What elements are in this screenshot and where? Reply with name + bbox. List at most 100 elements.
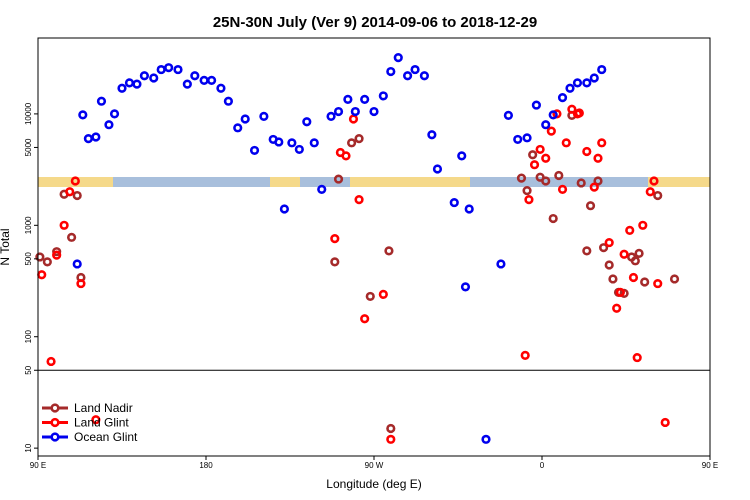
point-ocean-glint (207, 75, 217, 85)
point-land-nadir (365, 291, 375, 302)
point-land-glint (76, 278, 86, 289)
legend-label-ocean-glint: Ocean Glint (74, 430, 138, 444)
y-tick-label: 10000 (24, 102, 33, 125)
point-ocean-glint (464, 204, 474, 214)
y-tick-label: 100 (24, 330, 33, 344)
point-ocean-glint (279, 204, 290, 214)
point-land-glint (546, 126, 556, 136)
point-land-nadir (330, 257, 340, 267)
data-points (35, 53, 680, 444)
point-ocean-glint (199, 75, 209, 85)
point-land-nadir (528, 150, 538, 160)
y-axis: 10 50 100 500 1000 5000 10000 (24, 102, 38, 453)
point-land-glint (632, 352, 642, 363)
point-land-glint (341, 151, 351, 161)
point-ocean-glint (216, 83, 226, 93)
band-land-2 (350, 177, 470, 187)
point-ocean-glint (503, 110, 514, 120)
point-ocean-glint (309, 138, 319, 148)
point-land-glint (348, 114, 359, 124)
point-land-nadir (598, 243, 609, 253)
y-axis-label: N Total (0, 228, 12, 265)
point-ocean-glint (565, 83, 575, 93)
point-ocean-glint (149, 73, 159, 83)
point-ocean-glint (302, 117, 312, 127)
band-land-1 (270, 177, 300, 187)
point-land-glint (619, 249, 629, 259)
point-ocean-glint (496, 259, 506, 269)
point-ocean-glint (597, 64, 607, 75)
point-land-glint (645, 187, 655, 197)
point-ocean-glint (173, 64, 183, 75)
point-land-glint (360, 314, 370, 324)
point-ocean-glint (156, 64, 166, 75)
point-ocean-glint (393, 53, 403, 63)
point-land-glint (589, 182, 599, 192)
point-land-glint (638, 220, 648, 230)
point-land-glint (529, 160, 540, 170)
point-land-glint (612, 303, 622, 313)
point-ocean-glint (190, 71, 200, 81)
x-tick-label: 90 W (365, 461, 384, 470)
point-land-nadir (42, 257, 52, 267)
point-land-glint (520, 350, 530, 360)
band-land-3 (648, 177, 710, 187)
point-land-glint (574, 108, 584, 118)
point-land-nadir (354, 134, 364, 144)
point-ocean-glint (572, 78, 583, 88)
point-land-nadir (35, 252, 45, 262)
point-ocean-glint (259, 111, 269, 121)
point-ocean-glint (233, 123, 243, 133)
point-ocean-glint (557, 93, 568, 103)
point-ocean-glint (333, 106, 344, 117)
x-tick-label: 180 (199, 461, 213, 470)
point-land-nadir (386, 423, 396, 434)
point-land-glint (582, 146, 592, 157)
point-land-glint (541, 153, 551, 163)
point-ocean-glint (326, 111, 336, 121)
legend-label-land-nadir: Land Nadir (74, 401, 133, 415)
point-ocean-glint (78, 110, 88, 120)
point-land-nadir (516, 173, 527, 183)
point-land-glint (386, 434, 396, 444)
point-ocean-glint (72, 259, 82, 269)
point-ocean-glint (287, 138, 297, 148)
point-ocean-glint (582, 78, 592, 88)
x-axis-label: Longitude (deg E) (326, 477, 421, 491)
point-ocean-glint (531, 100, 542, 110)
point-ocean-glint (317, 184, 327, 195)
point-land-glint (561, 138, 571, 148)
point-land-glint (628, 272, 639, 283)
point-ocean-glint (182, 79, 192, 89)
point-land-glint (597, 138, 607, 148)
point-land-glint (354, 195, 364, 205)
point-land-glint (59, 220, 69, 230)
point-land-nadir (582, 246, 592, 256)
point-ocean-glint (449, 197, 459, 208)
point-land-glint (649, 176, 659, 186)
point-ocean-glint (460, 282, 471, 292)
point-land-nadir (333, 174, 344, 184)
point-ocean-glint (427, 130, 437, 140)
point-land-nadir (634, 248, 644, 258)
point-ocean-glint (109, 109, 120, 119)
point-land-glint (593, 153, 603, 163)
y-tick-label: 50 (24, 365, 33, 374)
point-land-nadir (585, 201, 596, 211)
point-ocean-glint (350, 106, 360, 117)
point-land-nadir (576, 178, 586, 188)
point-land-glint (52, 250, 62, 260)
point-ocean-glint (378, 91, 388, 101)
point-land-nadir (593, 176, 603, 186)
point-land-nadir (66, 232, 77, 242)
point-ocean-glint (223, 96, 233, 106)
point-land-nadir (384, 246, 394, 256)
point-land-glint (557, 184, 568, 195)
point-land-glint (91, 415, 101, 425)
point-ocean-glint (124, 78, 135, 88)
point-land-glint (604, 237, 614, 248)
y-tick-label: 500 (24, 252, 33, 266)
point-ocean-glint (91, 132, 101, 142)
data-coverage-band (38, 177, 710, 187)
